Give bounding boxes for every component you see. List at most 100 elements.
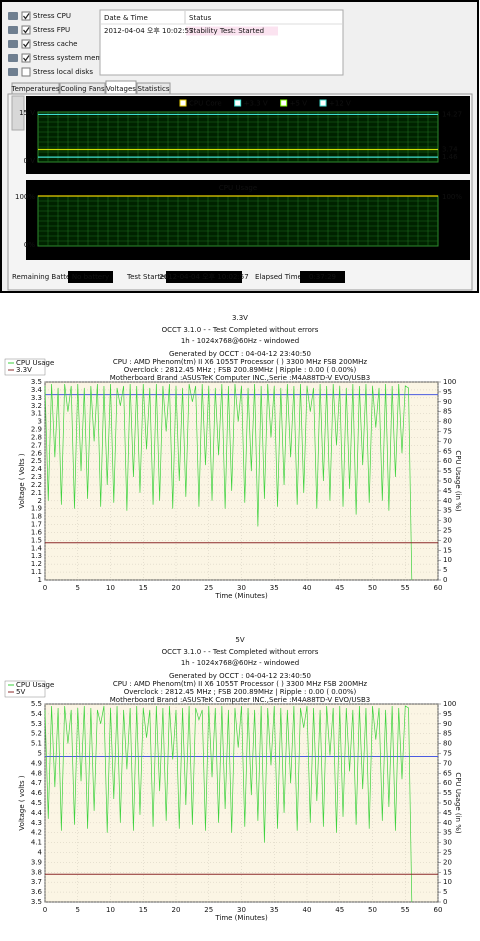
y-tick-label: 1.4 <box>31 544 43 552</box>
y-tick-label: 3.5 <box>31 378 42 386</box>
y2-tick-label: 55 <box>443 789 452 797</box>
y-tick-label: 2.8 <box>31 433 42 441</box>
y2-axis-label: CPU Usage (in %) <box>454 450 462 511</box>
checkmark <box>23 27 30 34</box>
checkbox[interactable] <box>21 25 31 35</box>
y2-tick-label: 5 <box>443 566 447 574</box>
chart-header: 1h - 1024x768@60Hz - windowed <box>181 659 299 667</box>
y-tick-label: 4.5 <box>31 799 42 807</box>
x-tick-label: 50 <box>368 906 377 914</box>
y-tick-label: 4.3 <box>31 819 42 827</box>
y2-tick-label: 85 <box>443 730 452 738</box>
option-icon <box>8 54 18 62</box>
scroll-slider[interactable] <box>11 95 25 131</box>
x-tick-label: 5 <box>76 906 80 914</box>
y-tick-label: 2.1 <box>31 489 42 497</box>
legend-label: +3.3 V <box>244 100 268 108</box>
x-tick-label: 55 <box>401 584 410 592</box>
y-tick-label: 1.7 <box>31 521 42 529</box>
status-value: 2012-04-04 오후 10:02:57 <box>159 273 248 281</box>
y2-tick-label: 35 <box>443 829 452 837</box>
y2-tick-label: 20 <box>443 858 452 866</box>
y2-tick-label: 95 <box>443 388 452 396</box>
y-tick-label: 4.7 <box>31 779 42 787</box>
chart-title: 5V <box>235 636 244 644</box>
y-tick-label: 3.5 <box>31 898 42 906</box>
option-label: Stress CPU <box>33 12 71 20</box>
y2-tick-label: 75 <box>443 428 452 436</box>
chart-info: Generated by OCCT : 04-04-12 23:40:50 <box>169 672 311 680</box>
y2-tick-label: 45 <box>443 487 452 495</box>
y-tick-label: 5 <box>38 750 42 758</box>
legend-box <box>4 680 46 698</box>
status-value: No battery <box>72 273 109 281</box>
status-label: Test Started: <box>126 273 171 281</box>
y2-tick-label: 100 <box>443 700 456 708</box>
x-tick-label: 25 <box>204 584 213 592</box>
option-icon <box>8 40 18 48</box>
checkmark <box>23 41 30 48</box>
x-tick-label: 55 <box>401 906 410 914</box>
chart-title: 3.3V <box>232 314 248 322</box>
graph-title: CPU Usage <box>219 184 257 192</box>
checkbox[interactable] <box>21 67 31 77</box>
reading-label: 100% <box>442 193 462 201</box>
y2-tick-label: 100 <box>443 378 456 386</box>
chart-info: CPU : AMD Phenom(tm) II X6 1055T Process… <box>113 358 368 366</box>
y-tick-label: 3.4 <box>31 386 43 394</box>
legend-swatch <box>280 99 288 107</box>
status-box <box>166 271 242 283</box>
y-tick-label: 3.3 <box>31 394 42 402</box>
y2-tick-label: 20 <box>443 536 452 544</box>
x-tick-label: 15 <box>139 906 148 914</box>
y-tick-label: 4 <box>38 849 43 857</box>
x-tick-label: 20 <box>172 906 181 914</box>
y-tick-label: 1.8 <box>31 513 42 521</box>
chart-header: OCCT 3.1.0 - - Test Completed without er… <box>162 648 319 656</box>
checkbox[interactable] <box>21 39 31 49</box>
tab-label: Voltages <box>106 85 136 93</box>
x-tick-label: 35 <box>270 584 279 592</box>
x-tick-label: 0 <box>43 584 47 592</box>
legend-label: +5 V <box>290 100 308 108</box>
y-tick-label: 1 <box>38 576 42 584</box>
y2-tick-label: 80 <box>443 418 452 426</box>
axis-label: 0 V <box>24 157 36 165</box>
log-table <box>99 9 344 76</box>
chart-info: Overclock : 2812.45 MHz ; FSB 200.89MHz … <box>124 688 357 696</box>
axis-label: 100% <box>15 193 35 201</box>
status-value: 0:37:29 <box>309 273 336 281</box>
legend-label: +12 V <box>329 100 351 108</box>
y2-tick-label: 65 <box>443 447 452 455</box>
y-tick-label: 3.9 <box>31 858 42 866</box>
status-box <box>68 271 113 283</box>
y-tick-label: 3.7 <box>31 878 42 886</box>
y2-tick-label: 60 <box>443 779 452 787</box>
chart-info: Motherboard Brand :ASUSTeK Computer INC.… <box>110 696 370 704</box>
checkbox[interactable] <box>21 11 31 21</box>
y-tick-label: 1.1 <box>31 568 42 576</box>
y-tick-label: 1.6 <box>31 528 43 536</box>
x-tick-label: 40 <box>303 584 312 592</box>
y2-tick-label: 40 <box>443 497 452 505</box>
x-tick-label: 30 <box>237 906 246 914</box>
y-tick-label: 4.2 <box>31 829 42 837</box>
legend-label: CPU Usage <box>16 359 54 367</box>
y2-tick-label: 70 <box>443 759 452 767</box>
x-tick-label: 5 <box>76 584 80 592</box>
checkbox[interactable] <box>21 53 31 63</box>
log-header: Status <box>189 14 212 22</box>
checkmark <box>23 13 30 20</box>
log-header: Date & Time <box>104 14 148 22</box>
legend-swatch <box>179 99 187 107</box>
y2-axis-label: CPU Usage (in %) <box>454 772 462 833</box>
y-tick-label: 2.2 <box>31 481 42 489</box>
y2-tick-label: 0 <box>443 576 447 584</box>
y-tick-label: 2.9 <box>31 426 42 434</box>
y-tick-label: 5.2 <box>31 730 42 738</box>
option-label: Stress local disks <box>33 68 93 76</box>
y2-tick-label: 40 <box>443 819 452 827</box>
y-tick-label: 3.1 <box>31 410 42 418</box>
y-tick-label: 4.1 <box>31 839 42 847</box>
